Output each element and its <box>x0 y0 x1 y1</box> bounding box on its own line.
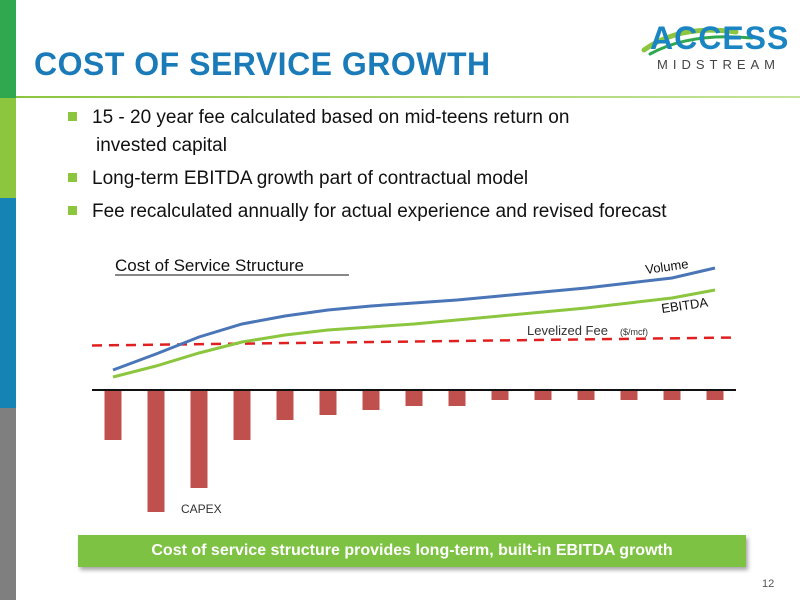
side-bar-blue <box>0 198 16 408</box>
ebitda-label: EBITDA <box>660 295 709 316</box>
capex-bar <box>104 390 122 440</box>
capex-bar <box>190 390 208 488</box>
banner-text: Cost of service structure provides long-… <box>151 542 673 559</box>
bullet-item: Fee recalculated annually for actual exp… <box>68 198 788 226</box>
capex-bar <box>319 390 337 415</box>
page-number: 12 <box>762 578 775 590</box>
logo-wordmark: ACCESS <box>650 20 790 56</box>
slide-title: COST OF SERVICE GROWTH <box>34 46 491 82</box>
capex-bar <box>706 390 724 400</box>
bullet-square-icon <box>68 206 77 215</box>
bullet-item: 15 - 20 year fee calculated based on mid… <box>68 104 788 160</box>
capex-bar <box>405 390 423 406</box>
capex-bar <box>362 390 380 410</box>
capex-label: CAPEX <box>181 502 222 516</box>
capex-bar <box>491 390 509 400</box>
capex-bar <box>620 390 638 400</box>
bullet-square-icon <box>68 112 77 121</box>
bullet-text: Fee recalculated annually for actual exp… <box>92 201 667 222</box>
summary-banner: Cost of service structure provides long-… <box>78 535 746 567</box>
levelized-fee-label: Levelized Fee <box>527 323 608 338</box>
bullet-text: Long-term EBITDA growth part of contract… <box>92 168 529 189</box>
bullet-text-continued: invested capital <box>96 135 227 156</box>
levelized-fee-unit: ($/mcf) <box>620 327 648 337</box>
logo-swoosh-icon <box>641 27 754 56</box>
title-divider <box>16 96 800 98</box>
side-bar-lime <box>0 98 16 198</box>
bullet-square-icon <box>68 173 77 182</box>
bullet-list: 15 - 20 year fee calculated based on mid… <box>68 104 788 226</box>
capex-bar <box>534 390 552 400</box>
side-bar-gray <box>0 408 16 600</box>
capex-bar <box>663 390 681 400</box>
side-bar-green <box>0 0 16 98</box>
levelized-fee-line <box>91 336 737 347</box>
volume-label: Volume <box>644 256 689 277</box>
company-logo: ACCESS MIDSTREAM <box>640 18 788 78</box>
chart-title: Cost of Service Structure <box>115 256 304 275</box>
capex-bar <box>276 390 294 420</box>
capex-bar <box>577 390 595 400</box>
bullet-item: Long-term EBITDA growth part of contract… <box>68 165 788 193</box>
ebitda-line <box>112 288 716 379</box>
logo-subtitle: MIDSTREAM <box>657 57 780 72</box>
capex-bar <box>233 390 251 440</box>
capex-bar <box>448 390 466 406</box>
capex-bar <box>147 390 165 512</box>
bullet-text: 15 - 20 year fee calculated based on mid… <box>92 107 570 128</box>
volume-line <box>112 266 716 372</box>
